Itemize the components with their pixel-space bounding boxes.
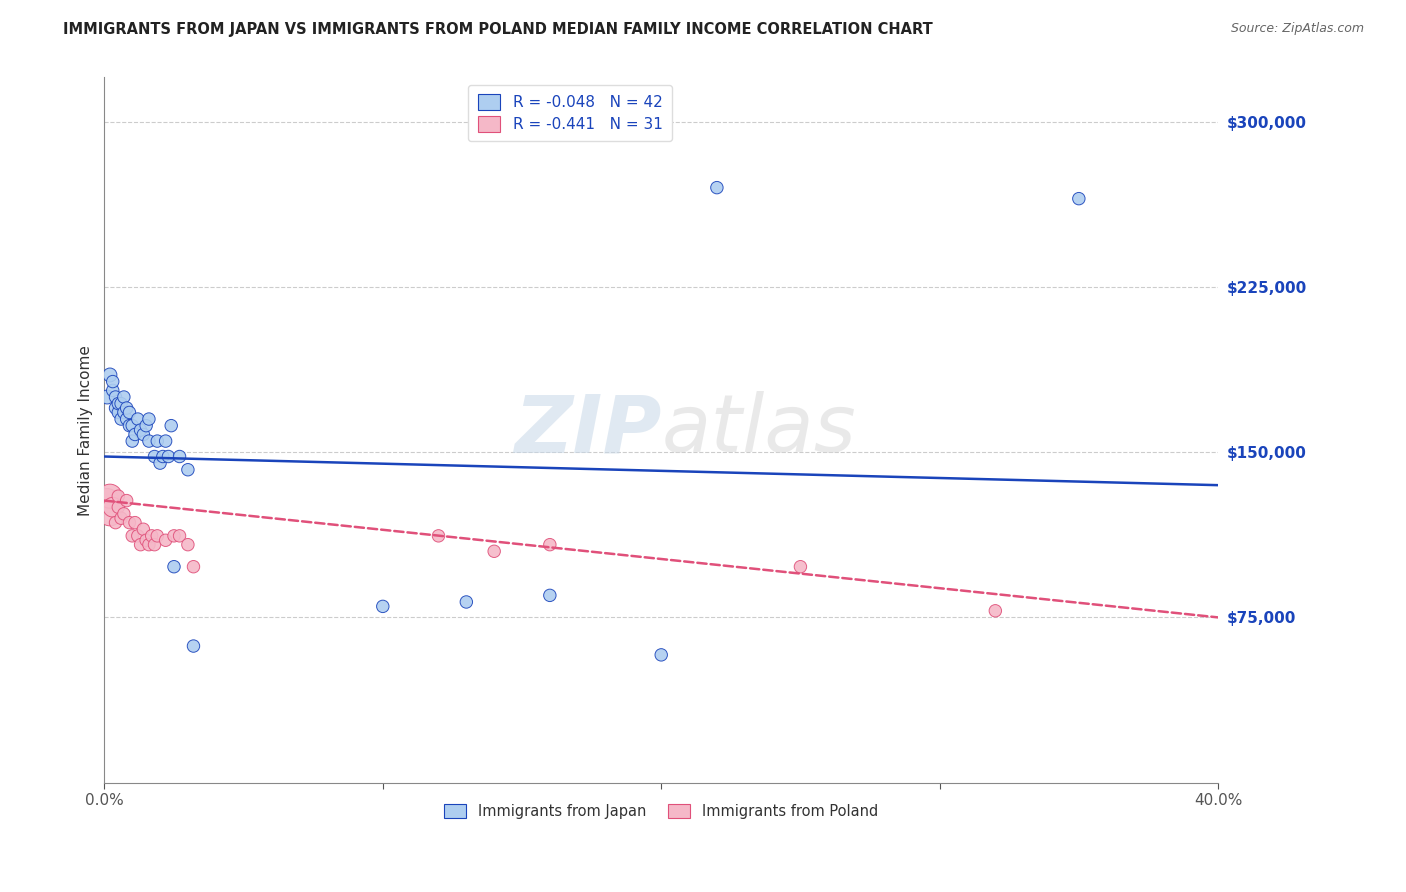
- Point: [138, 434, 160, 448]
- Point: [650, 648, 672, 662]
- Point: [177, 463, 200, 477]
- Point: [132, 427, 155, 442]
- Text: atlas: atlas: [661, 391, 856, 469]
- Point: [371, 599, 394, 614]
- Point: [482, 544, 505, 558]
- Point: [177, 538, 200, 552]
- Point: [138, 538, 160, 552]
- Point: [98, 507, 121, 521]
- Text: Source: ZipAtlas.com: Source: ZipAtlas.com: [1230, 22, 1364, 36]
- Point: [169, 450, 191, 464]
- Legend: Immigrants from Japan, Immigrants from Poland: Immigrants from Japan, Immigrants from P…: [439, 797, 884, 825]
- Point: [127, 412, 149, 426]
- Point: [706, 180, 728, 194]
- Point: [127, 529, 149, 543]
- Point: [101, 375, 124, 389]
- Point: [160, 418, 183, 433]
- Point: [115, 412, 138, 426]
- Point: [149, 456, 172, 470]
- Y-axis label: Median Family Income: Median Family Income: [79, 344, 93, 516]
- Point: [163, 529, 186, 543]
- Point: [118, 418, 141, 433]
- Point: [1067, 192, 1090, 206]
- Point: [157, 450, 180, 464]
- Point: [112, 405, 135, 419]
- Point: [163, 559, 186, 574]
- Point: [143, 538, 166, 552]
- Point: [110, 412, 132, 426]
- Point: [121, 434, 143, 448]
- Point: [112, 390, 135, 404]
- Point: [104, 516, 127, 530]
- Point: [135, 533, 157, 548]
- Point: [984, 604, 1007, 618]
- Point: [129, 538, 152, 552]
- Point: [96, 390, 118, 404]
- Point: [789, 559, 811, 574]
- Point: [110, 511, 132, 525]
- Point: [107, 500, 129, 515]
- Point: [121, 418, 143, 433]
- Point: [110, 396, 132, 410]
- Point: [538, 538, 561, 552]
- Point: [146, 434, 169, 448]
- Point: [132, 522, 155, 536]
- Point: [104, 401, 127, 415]
- Point: [98, 368, 121, 382]
- Point: [96, 493, 118, 508]
- Point: [121, 529, 143, 543]
- Point: [141, 529, 163, 543]
- Point: [143, 450, 166, 464]
- Point: [183, 639, 205, 653]
- Point: [146, 529, 169, 543]
- Point: [456, 595, 478, 609]
- Point: [98, 489, 121, 503]
- Point: [155, 533, 177, 548]
- Point: [118, 405, 141, 419]
- Point: [101, 500, 124, 515]
- Point: [152, 450, 174, 464]
- Point: [118, 516, 141, 530]
- Point: [115, 493, 138, 508]
- Point: [112, 507, 135, 521]
- Point: [183, 559, 205, 574]
- Point: [107, 396, 129, 410]
- Text: IMMIGRANTS FROM JAPAN VS IMMIGRANTS FROM POLAND MEDIAN FAMILY INCOME CORRELATION: IMMIGRANTS FROM JAPAN VS IMMIGRANTS FROM…: [63, 22, 934, 37]
- Point: [138, 412, 160, 426]
- Point: [129, 423, 152, 437]
- Point: [427, 529, 450, 543]
- Point: [115, 401, 138, 415]
- Point: [107, 405, 129, 419]
- Point: [124, 427, 146, 442]
- Text: ZIP: ZIP: [513, 391, 661, 469]
- Point: [107, 489, 129, 503]
- Point: [155, 434, 177, 448]
- Point: [101, 384, 124, 398]
- Point: [169, 529, 191, 543]
- Point: [104, 390, 127, 404]
- Point: [538, 588, 561, 602]
- Point: [135, 418, 157, 433]
- Point: [124, 516, 146, 530]
